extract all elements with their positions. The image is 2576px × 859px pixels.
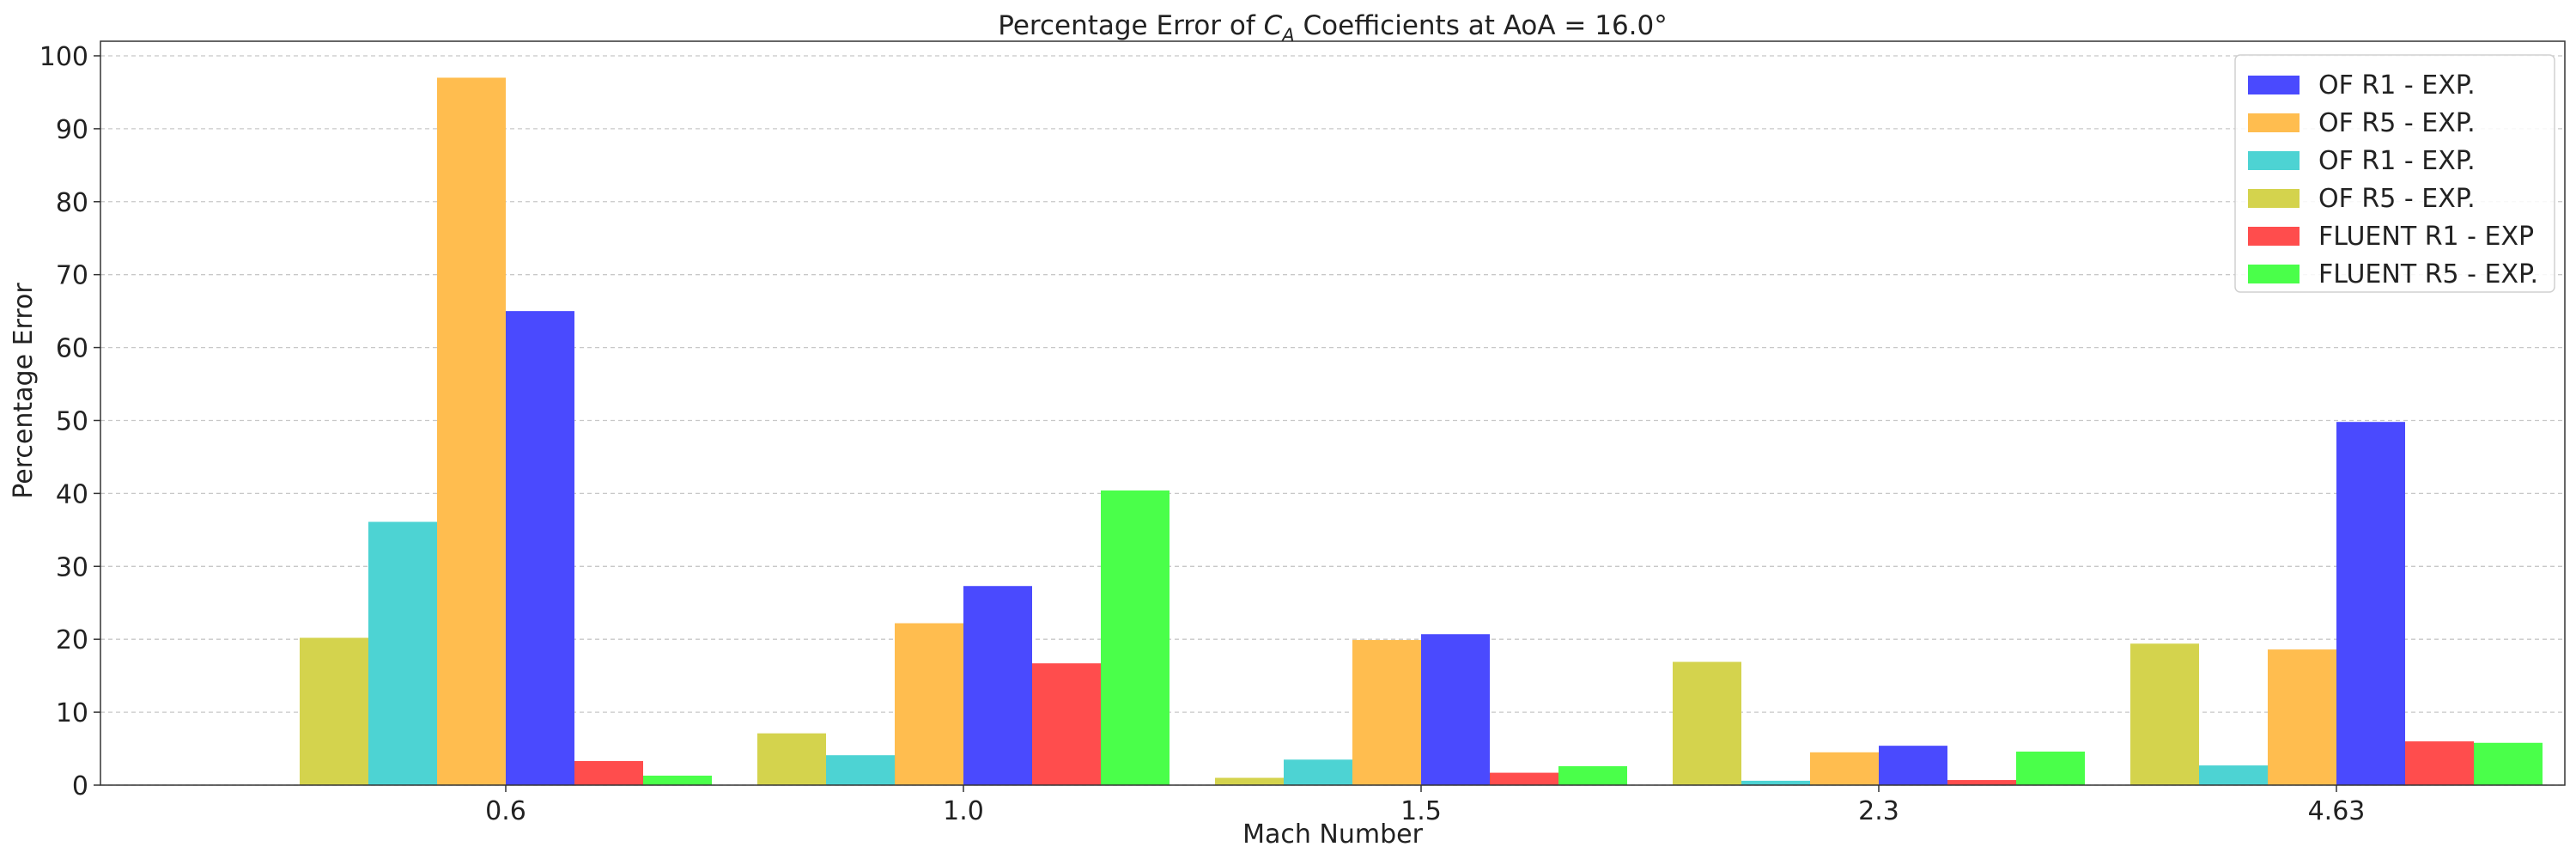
bar-2-2.3	[1810, 752, 1879, 785]
legend-swatch	[2248, 151, 2300, 170]
bar-3-0.6	[368, 521, 437, 785]
bar-4-0.6	[300, 637, 368, 785]
legend: OF R1 - EXP. OF R5 - EXP. OF R1 - EXP. OF R…	[2234, 54, 2555, 293]
legend-swatch	[2248, 227, 2300, 246]
y-tick-label: 90	[56, 115, 88, 145]
legend-swatch	[2248, 113, 2300, 132]
bars	[300, 77, 2543, 785]
y-tick-label: 50	[56, 406, 88, 436]
bar-2-1.5	[1352, 640, 1421, 785]
bar-4-1.5	[1215, 777, 1284, 785]
x-axis: 0.6 1.0 1.5 2.3 4.63	[485, 785, 2365, 826]
bar-4-4.63	[2130, 643, 2199, 785]
bar-2-1.0	[895, 623, 963, 785]
bar-3-1.5	[1284, 759, 1352, 785]
bar-6-2.3	[2016, 751, 2085, 785]
bar-1-1.5	[1421, 634, 1490, 785]
x-tick-label: 1.0	[943, 796, 984, 826]
bar-3-2.3	[1741, 780, 1810, 785]
y-tick-label: 100	[39, 42, 88, 72]
legend-label: OF R1 - EXP.	[2318, 70, 2476, 101]
bar-4-2.3	[1673, 661, 1741, 785]
bar-5-1.0	[1032, 663, 1101, 785]
x-tick-label: 1.5	[1400, 796, 1442, 826]
y-tick-label: 0	[72, 771, 88, 801]
chart-title-prefix: Percentage Error of	[998, 10, 1263, 41]
bar-5-4.63	[2405, 741, 2474, 785]
x-axis-label: Mach Number	[1242, 819, 1423, 850]
plot-frame	[100, 40, 2566, 786]
x-tick-label: 2.3	[1858, 796, 1899, 826]
y-tick-label: 60	[56, 334, 88, 364]
bar-1-4.63	[2336, 422, 2405, 785]
bar-6-4.63	[2474, 742, 2543, 785]
legend-swatch	[2248, 76, 2300, 94]
x-tick-label: 4.63	[2308, 796, 2366, 826]
bar-5-0.6	[574, 760, 643, 785]
legend-label: OF R1 - EXP.	[2318, 146, 2476, 176]
y-axis-label: Percentage Error	[9, 283, 39, 499]
y-tick-label: 70	[56, 261, 88, 291]
bar-4-1.0	[757, 733, 826, 785]
bar-2-0.6	[437, 77, 506, 785]
bar-5-2.3	[1947, 780, 2016, 785]
chart-title: Percentage Error of CA Coefficients at A…	[998, 10, 1668, 46]
bar-1-2.3	[1879, 746, 1947, 785]
x-tick-label: 0.6	[485, 796, 526, 826]
bar-1-1.0	[963, 586, 1032, 785]
bar-6-1.5	[1558, 765, 1627, 785]
legend-label: OF R5 - EXP.	[2318, 184, 2476, 214]
legend-label: FLUENT R5 - EXP.	[2318, 259, 2538, 289]
y-tick-label: 40	[56, 479, 88, 509]
bar-3-4.63	[2199, 765, 2268, 785]
bar-3-1.0	[826, 755, 895, 785]
bar-6-0.6	[643, 775, 712, 785]
y-tick-label: 10	[56, 698, 88, 728]
bar-1-0.6	[506, 311, 574, 785]
legend-box	[2234, 54, 2555, 293]
bar-6-1.0	[1101, 490, 1170, 785]
chart-title-suffix: Coefficients at AoA = 16.0°	[1295, 10, 1668, 41]
legend-label: FLUENT R1 - EXP	[2318, 222, 2534, 252]
y-tick-label: 20	[56, 625, 88, 655]
chart-title-symbol: C	[1264, 10, 1283, 41]
bar-2-4.63	[2268, 649, 2336, 785]
y-tick-label: 80	[56, 188, 88, 218]
y-tick-label: 30	[56, 552, 88, 582]
bar-5-1.5	[1490, 772, 1558, 785]
chart-title-subscript: A	[1280, 25, 1294, 46]
legend-swatch	[2248, 189, 2300, 208]
y-axis: 0 10 20 30 40 50 60 70 80 90 100	[39, 42, 100, 801]
legend-swatch	[2248, 265, 2300, 283]
legend-label: OF R5 - EXP.	[2318, 108, 2476, 138]
